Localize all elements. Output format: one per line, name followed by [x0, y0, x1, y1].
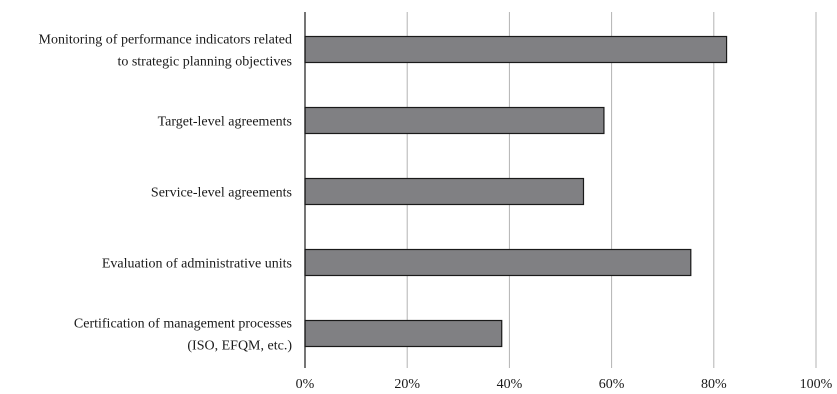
category-label: Target-level agreements: [158, 115, 292, 130]
label-layer: 0% 20% 40% 60% 80% 100% Monitoring of performa…: [39, 33, 833, 393]
bar: [304, 35, 728, 64]
bar: [304, 177, 585, 206]
x-tick-label: 0%: [296, 377, 315, 392]
category-label: to strategic planning objectives: [117, 55, 292, 70]
category-label: Certification of management processes: [74, 317, 292, 332]
x-tick-label: 40%: [497, 377, 523, 392]
bar-layer: [304, 35, 728, 348]
bar: [304, 319, 503, 348]
x-tick-label: 100%: [800, 377, 833, 392]
bar: [304, 106, 605, 135]
grid-layer: [406, 12, 817, 368]
x-tick-label: 80%: [701, 377, 727, 392]
category-label: (ISO, EFQM, etc.): [187, 339, 292, 354]
x-tick-label: 60%: [599, 377, 625, 392]
bar: [304, 248, 692, 277]
category-label: Monitoring of performance indicators rel…: [39, 33, 292, 48]
category-label: Evaluation of administrative units: [102, 257, 292, 272]
category-label: Service-level agreements: [151, 186, 292, 201]
x-tick-label: 20%: [394, 377, 420, 392]
